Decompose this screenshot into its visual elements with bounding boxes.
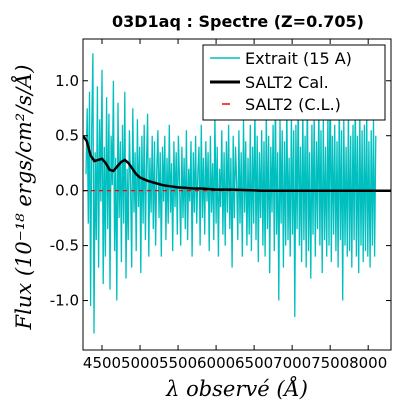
legend: Extrait (15 A) SALT2 Cal. SALT2 (C.L.) [202, 44, 386, 121]
x-tick-label: 7500 [311, 354, 349, 372]
y-tick-label: -0.5 [50, 237, 79, 255]
y-ticks: -1.0 -0.5 0.0 0.5 1.0 [50, 72, 391, 310]
y-tick-label: -1.0 [50, 292, 79, 310]
chart-title: 03D1aq : Spectre (Z=0.705) [112, 12, 364, 31]
y-tick-label: 1.0 [55, 72, 79, 90]
x-ticks: 4500 5000 5500 6000 6500 7000 7500 8000 [83, 39, 387, 372]
series-extrait-line [85, 53, 377, 334]
x-tick-label: 4500 [83, 354, 121, 372]
x-tick-label: 8000 [349, 354, 387, 372]
legend-label-salt2-cl: SALT2 (C.L.) [245, 95, 341, 114]
legend-label-salt2-cal: SALT2 Cal. [245, 73, 329, 92]
x-tick-label: 6000 [197, 354, 235, 372]
y-axis-label: Flux (10⁻¹⁸ ergs/cm²/s/Å) [11, 65, 36, 331]
series-salt2-cal-line [83, 134, 391, 192]
y-tick-label: 0.0 [55, 182, 79, 200]
x-tick-label: 5500 [159, 354, 197, 372]
x-tick-label: 7000 [273, 354, 311, 372]
x-axis-label: λ observé (Å) [165, 376, 308, 400]
y-tick-label: 0.5 [55, 127, 79, 145]
plot-series [83, 53, 391, 334]
plot-frame [82, 38, 392, 351]
x-tick-label: 6500 [235, 354, 273, 372]
x-tick-label: 5000 [121, 354, 159, 372]
legend-label-extrait: Extrait (15 A) [245, 49, 352, 68]
